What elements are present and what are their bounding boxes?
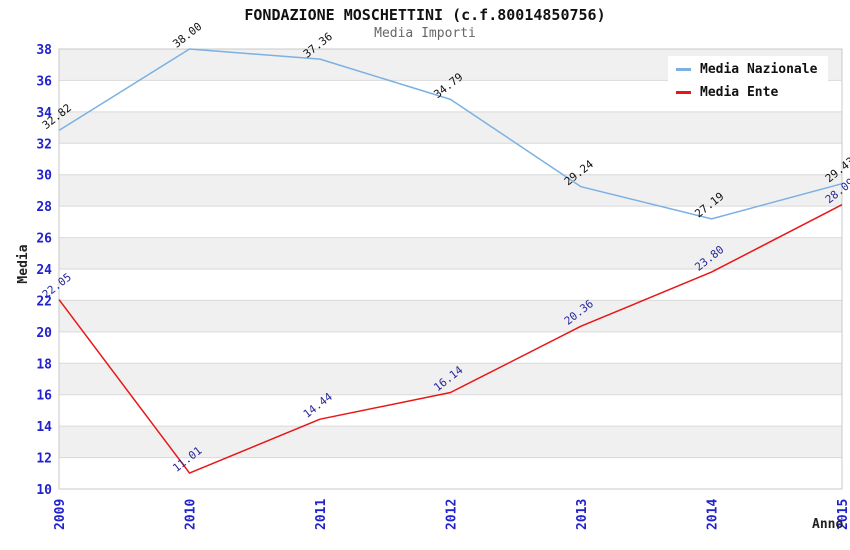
y-tick-label: 26 — [36, 232, 52, 247]
y-tick-label: 38 — [36, 43, 52, 58]
x-tick-label: 2009 — [53, 499, 68, 530]
plot-band — [59, 331, 842, 364]
legend-marker-media-nazionale — [676, 68, 691, 71]
plot-band — [59, 426, 842, 458]
legend-label: Media Nazionale — [700, 62, 818, 77]
x-tick-label: 2013 — [575, 499, 590, 530]
plot-border — [58, 48, 843, 490]
x-tick-label: 2015 — [836, 499, 850, 530]
series-line-media-nazionale — [58, 48, 843, 220]
legend: Media Nazionale Media Ente — [668, 56, 829, 107]
legend-marker-media-ente — [676, 91, 691, 94]
y-tick-label: 16 — [36, 389, 52, 404]
y-tick-label: 22 — [36, 294, 52, 309]
series-line-media-ente — [58, 204, 843, 474]
y-tick-label: 30 — [36, 169, 52, 184]
x-tick-label: 2011 — [314, 499, 329, 530]
legend-item-media-nazionale: Media Nazionale — [676, 62, 817, 77]
y-tick-label: 28 — [36, 200, 52, 215]
y-axis-title: Media — [16, 244, 31, 283]
y-tick-label: 10 — [36, 483, 52, 498]
plot-band — [59, 394, 842, 427]
plot-band — [59, 300, 842, 332]
plot-band — [59, 237, 842, 269]
y-tick-label: 14 — [36, 420, 52, 435]
plot-band — [59, 269, 842, 301]
plot-band — [59, 206, 842, 238]
x-tick-label: 2012 — [445, 499, 460, 530]
y-tick-label: 32 — [36, 137, 52, 152]
x-tick-label: 2014 — [706, 499, 721, 530]
y-tick-label: 18 — [36, 357, 52, 372]
y-tick-label: 24 — [36, 263, 52, 278]
x-axis-title: Anno — [812, 517, 843, 532]
y-tick-label: 12 — [36, 452, 52, 467]
legend-label: Media Ente — [700, 85, 779, 100]
plot-band — [59, 363, 842, 395]
chart-subtitle: Media Importi — [374, 26, 476, 41]
y-tick-label: 20 — [36, 326, 52, 341]
y-tick-label: 34 — [36, 106, 52, 121]
data-label-media-nazionale: 38.00 — [170, 20, 204, 51]
legend-item-media-ente: Media Ente — [676, 85, 817, 100]
y-tick-label: 36 — [36, 74, 52, 89]
plot-band — [59, 111, 842, 144]
x-tick-label: 2010 — [184, 499, 199, 530]
plot-band — [59, 143, 842, 175]
chart-title: FONDAZIONE MOSCHETTINI (c.f.80014850756) — [244, 6, 606, 24]
plot-band — [59, 174, 842, 207]
